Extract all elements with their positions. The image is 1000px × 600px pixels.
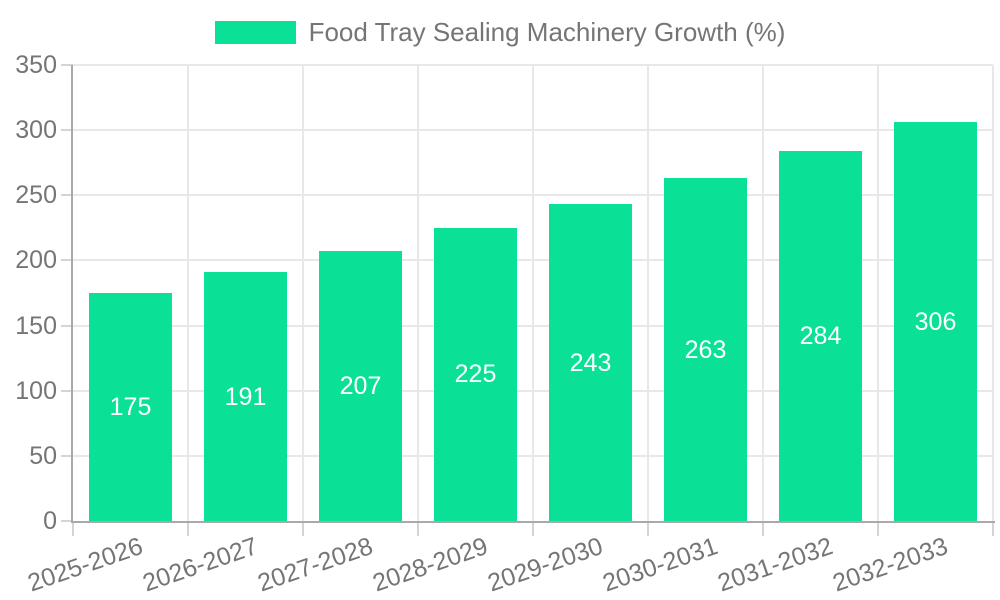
bar-value-label: 191 <box>224 382 267 411</box>
y-tick <box>61 129 73 132</box>
y-tick-label: 200 <box>15 246 57 275</box>
y-tick <box>61 64 73 66</box>
bar: 284 <box>779 150 862 521</box>
bar-value-label: 306 <box>914 307 957 336</box>
bar: 175 <box>89 293 172 521</box>
x-tick <box>72 523 74 536</box>
bar-value-label: 284 <box>799 321 842 350</box>
x-tick <box>762 523 764 536</box>
y-tick-label: 100 <box>15 376 57 405</box>
x-tick-label: 2027-2028 <box>254 532 377 598</box>
y-axis-line <box>71 65 73 523</box>
y-tick <box>61 454 73 457</box>
bar: 191 <box>204 272 287 521</box>
v-gridline <box>647 65 649 521</box>
x-tick-label: 2031-2032 <box>714 532 837 598</box>
bar-value-label: 175 <box>109 393 152 421</box>
x-tick-label: 2029-2030 <box>484 532 607 598</box>
bar-value-label: 207 <box>339 372 382 401</box>
v-gridline <box>877 65 879 521</box>
legend-swatch-icon <box>214 20 296 44</box>
bar: 306 <box>894 122 977 521</box>
y-tick <box>61 259 73 262</box>
y-tick-label: 300 <box>15 116 57 145</box>
x-axis-line <box>71 521 995 523</box>
v-gridline <box>762 65 764 521</box>
x-tick-label: 2030-2031 <box>599 532 722 598</box>
v-gridline <box>187 65 189 521</box>
y-tick <box>61 389 73 392</box>
bar: 207 <box>319 251 402 521</box>
v-gridline <box>532 65 534 521</box>
x-tick <box>187 523 189 536</box>
x-tick <box>647 523 649 536</box>
x-tick-label: 2026-2027 <box>139 532 262 598</box>
legend-label: Food Tray Sealing Machinery Growth (%) <box>308 17 786 47</box>
x-tick <box>877 523 879 536</box>
y-tick-label: 0 <box>43 507 57 535</box>
y-tick <box>61 520 73 522</box>
bar: 263 <box>664 178 747 521</box>
y-tick-label: 50 <box>29 441 57 470</box>
bar-value-label: 225 <box>454 360 497 389</box>
x-tick <box>532 523 534 536</box>
y-tick <box>61 324 73 327</box>
x-tick <box>302 523 304 536</box>
legend: Food Tray Sealing Machinery Growth (%) <box>0 18 1000 46</box>
v-gridline <box>417 65 419 521</box>
x-tick <box>417 523 419 536</box>
x-tick-label: 2028-2029 <box>369 532 492 598</box>
bar-value-label: 263 <box>684 335 727 364</box>
x-tick <box>992 523 994 536</box>
v-gridline <box>992 65 994 521</box>
v-gridline <box>302 65 304 521</box>
y-tick <box>61 194 73 197</box>
x-tick-label: 2025-2026 <box>24 532 147 598</box>
y-tick-label: 350 <box>15 51 57 79</box>
bar-value-label: 243 <box>569 348 612 377</box>
bar: 243 <box>549 204 632 521</box>
x-tick-label: 2032-2033 <box>829 532 952 598</box>
legend-item[interactable]: Food Tray Sealing Machinery Growth (%) <box>214 17 786 47</box>
y-tick-label: 250 <box>15 181 57 210</box>
y-tick-label: 150 <box>15 311 57 340</box>
bar: 225 <box>434 227 517 521</box>
